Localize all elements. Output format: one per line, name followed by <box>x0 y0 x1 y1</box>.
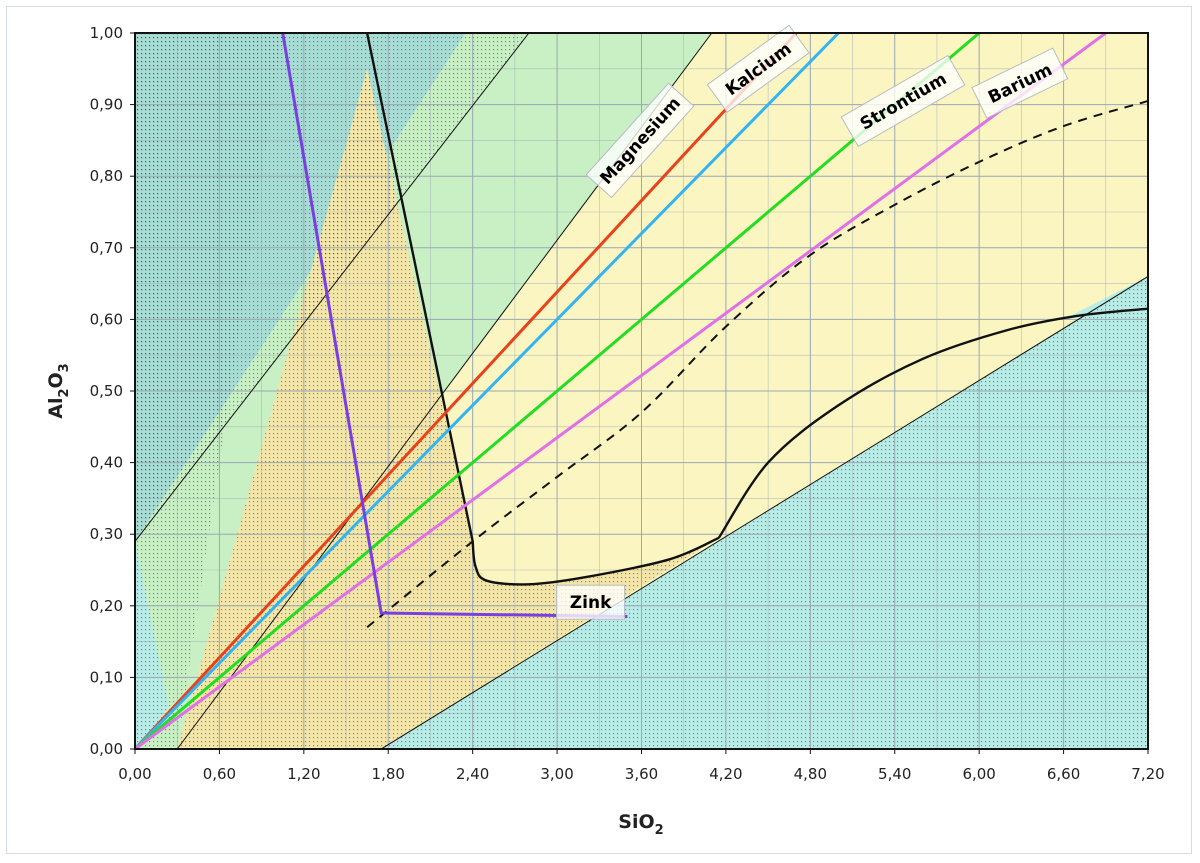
y-tick-label: 0,90 <box>90 96 123 114</box>
x-tick-label: 0,00 <box>118 765 151 783</box>
x-tick-label: 1,20 <box>287 765 320 783</box>
y-tick-label: 0,10 <box>90 668 123 686</box>
series-lines <box>135 33 1107 749</box>
x-axis-title: SiO2 <box>618 811 663 838</box>
boundary-dashed <box>366 100 1148 629</box>
y-tick-label: 0,00 <box>90 740 123 758</box>
region-tan-dots <box>177 68 719 749</box>
diag-lower-line <box>380 275 1148 749</box>
y-tick-label: 0,40 <box>90 454 123 472</box>
axes: 0,00 0,60 1,20 1,80 2,40 3,00 3,60 4,20 4,80 5,40… <box>90 24 1165 783</box>
x-tick-label: 7,20 <box>1131 765 1164 783</box>
x-tick-label: 5,40 <box>878 765 911 783</box>
y-tick-label: 0,80 <box>90 167 123 185</box>
y-tick-label: 1,00 <box>90 24 123 42</box>
y-tick-label: 0,60 <box>90 310 123 328</box>
boundary-left-curve <box>471 536 720 586</box>
boundary-right-curve <box>717 307 1148 539</box>
x-tick-label: 3,00 <box>540 765 573 783</box>
series-line-zink <box>281 33 628 618</box>
y-tick-label: 0,20 <box>90 597 123 615</box>
y-tick-label: 0,50 <box>90 382 123 400</box>
label-box-strontium <box>840 54 966 148</box>
label-box-magnesium <box>585 82 695 199</box>
series-line-strontium <box>135 33 981 749</box>
series-line-kalcium <box>135 33 840 749</box>
y-tick-label: 0,70 <box>90 239 123 257</box>
x-tick-label: 3,60 <box>625 765 658 783</box>
label-zink: Zink <box>556 584 626 620</box>
x-tick-label: 2,40 <box>456 765 489 783</box>
y-tick-label: 0,30 <box>90 525 123 543</box>
x-tick-label: 1,80 <box>372 765 405 783</box>
x-tick-label: 4,20 <box>709 765 742 783</box>
chart-frame <box>6 6 1192 854</box>
x-tick-label: 4,80 <box>794 765 827 783</box>
x-tick-label: 6,00 <box>962 765 995 783</box>
label-text-zink: Zink <box>570 593 612 613</box>
series-line-magnesium <box>135 33 798 749</box>
series-line-barium <box>135 33 1107 749</box>
label-box-barium <box>971 47 1069 119</box>
x-tick-label: 0,60 <box>203 765 236 783</box>
y-axis-title: Al2O3 <box>45 363 72 418</box>
diag-upper-line <box>135 33 530 542</box>
boundary-left-steep <box>365 33 474 542</box>
x-tick-label: 6,60 <box>1047 765 1080 783</box>
label-box-kalcium <box>706 24 810 113</box>
label-box-zink <box>556 584 626 620</box>
